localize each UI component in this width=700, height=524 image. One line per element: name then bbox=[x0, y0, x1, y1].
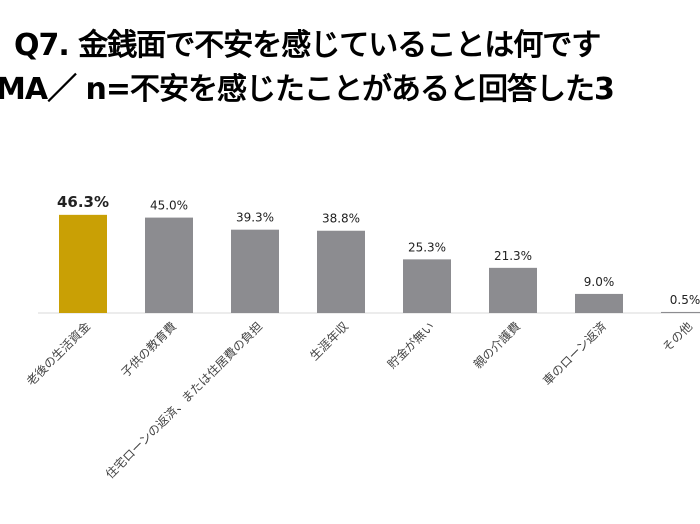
category-label: 住宅ローンの返済、または住居費の負担 bbox=[102, 319, 265, 482]
bar bbox=[575, 293, 623, 313]
bar bbox=[59, 214, 107, 313]
category-label: 貯金が無い bbox=[384, 319, 437, 372]
bar bbox=[661, 311, 700, 313]
bar bbox=[403, 259, 451, 313]
category-label: 生涯年収 bbox=[307, 319, 351, 363]
category-label: 老後の生活資金 bbox=[23, 319, 93, 389]
bar bbox=[145, 217, 193, 313]
data-label: 38.8% bbox=[322, 212, 360, 226]
category-label: 車のローン返済 bbox=[540, 319, 610, 389]
chart-title: Q7. 金銭面で不安を感じていることは何です bbox=[14, 28, 601, 63]
data-label: 46.3% bbox=[57, 193, 109, 211]
category-label: 親の介護費 bbox=[470, 319, 523, 372]
data-label: 39.3% bbox=[236, 211, 274, 225]
data-label: 0.5% bbox=[670, 293, 700, 307]
data-label: 45.0% bbox=[150, 199, 188, 213]
category-label: その他 bbox=[660, 319, 695, 354]
data-label: 9.0% bbox=[584, 275, 615, 289]
data-label: 25.3% bbox=[408, 240, 446, 254]
chart-subtitle: MA／ n=不安を感じたことがあると回答した3 bbox=[0, 72, 615, 107]
category-label: 子供の教育費 bbox=[118, 319, 180, 381]
bar bbox=[231, 229, 279, 313]
bar bbox=[489, 267, 537, 313]
bar bbox=[317, 230, 365, 313]
data-label: 21.3% bbox=[494, 249, 532, 263]
